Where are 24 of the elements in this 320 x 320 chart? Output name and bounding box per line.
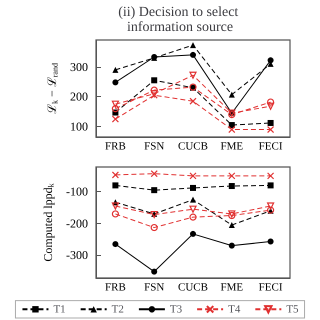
legend-label: T3: [170, 303, 183, 316]
y-tick-label: 100: [70, 120, 88, 134]
y-tick-label: 300: [70, 60, 88, 74]
chart-title: (ii) Decision to select information source: [118, 5, 242, 35]
y-tick-label: -200: [66, 216, 88, 230]
legend-label: T2: [112, 303, 124, 316]
x-tick-label: FME: [220, 140, 244, 152]
x-tick-label: FECI: [258, 140, 283, 152]
x-tick-label: FRB: [105, 282, 126, 294]
x-tick-label: FSN: [144, 282, 164, 294]
y-tick-label: -300: [66, 248, 88, 262]
x-tick-label: CUCB: [178, 140, 208, 152]
legend-label: T5: [286, 303, 300, 316]
x-tick-label: FRB: [105, 140, 126, 152]
x-tick-label: FECI: [258, 282, 283, 294]
legend-label: T1: [53, 303, 66, 316]
legend-label: T4: [228, 303, 241, 316]
x-tick-label: CUCB: [178, 282, 208, 294]
y-tick-label: 200: [70, 90, 88, 104]
x-tick-label: FSN: [144, 140, 164, 152]
x-tick-label: FME: [220, 282, 244, 294]
y-tick-label: -100: [66, 184, 88, 199]
y-axis-title: Computed lppdk: [41, 183, 56, 262]
y-axis-title: ℒk − ℒrand: [45, 63, 60, 114]
